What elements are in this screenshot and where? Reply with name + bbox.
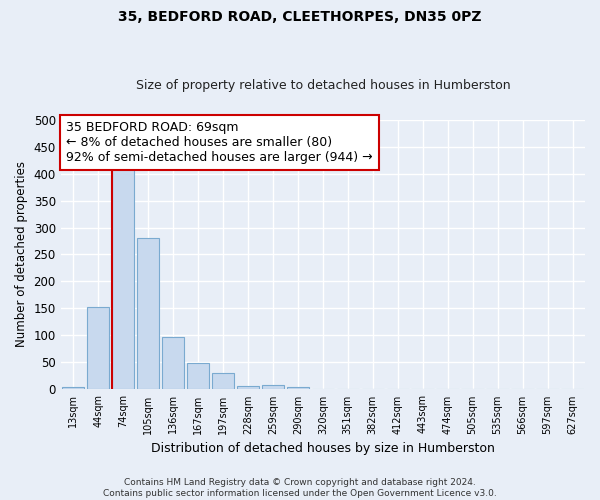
X-axis label: Distribution of detached houses by size in Humberston: Distribution of detached houses by size … (151, 442, 495, 455)
Bar (162, 337, 184, 390)
Bar (212, 372, 234, 390)
Title: Size of property relative to detached houses in Humberston: Size of property relative to detached ho… (136, 79, 510, 92)
Bar (62, 386, 85, 390)
Bar (187, 363, 209, 390)
Bar (236, 386, 259, 390)
Y-axis label: Number of detached properties: Number of detached properties (15, 162, 28, 348)
Text: 35 BEDFORD ROAD: 69sqm
← 8% of detached houses are smaller (80)
92% of semi-deta: 35 BEDFORD ROAD: 69sqm ← 8% of detached … (66, 121, 373, 164)
Bar (262, 384, 284, 390)
Bar (287, 388, 309, 390)
Text: Contains HM Land Registry data © Crown copyright and database right 2024.
Contai: Contains HM Land Registry data © Crown c… (103, 478, 497, 498)
Text: 35, BEDFORD ROAD, CLEETHORPES, DN35 0PZ: 35, BEDFORD ROAD, CLEETHORPES, DN35 0PZ (118, 10, 482, 24)
Bar (137, 238, 159, 390)
Bar (87, 308, 109, 390)
Bar (112, 164, 134, 390)
